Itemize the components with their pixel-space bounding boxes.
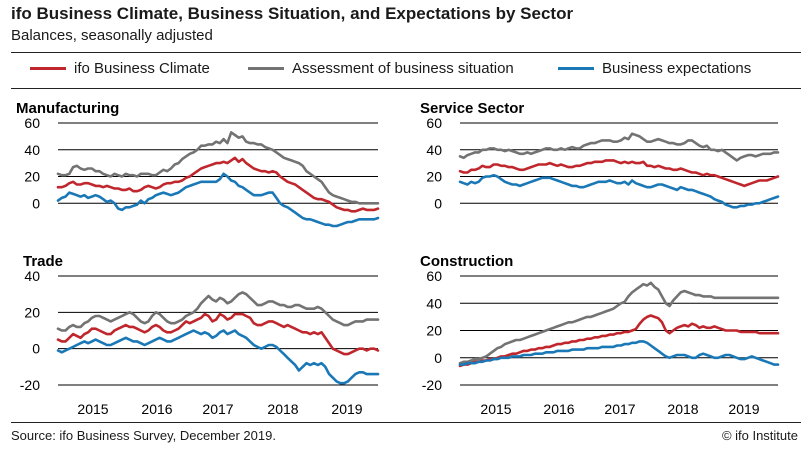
panel-trade: Trade -20 0 20 40 2015 2016 2017 2018 2019 bbox=[20, 253, 380, 417]
legend-item-climate: ifo Business Climate bbox=[30, 60, 210, 77]
legend-item-expectations: Business expectations bbox=[558, 60, 751, 77]
y-tick-label: 60 bbox=[426, 115, 442, 131]
page-subtitle: Balances, seasonally adjusted bbox=[11, 27, 213, 44]
panel-title-trade: Trade bbox=[23, 253, 63, 270]
legend-divider bbox=[11, 88, 801, 89]
series-line-business-expectations bbox=[458, 173, 780, 209]
legend: ifo Business Climate Assessment of busin… bbox=[30, 60, 800, 82]
series-line-ifo-business-climate bbox=[56, 156, 380, 213]
y-tick-label: 60 bbox=[24, 115, 40, 131]
series-line-business-expectations bbox=[56, 172, 380, 228]
y-tick-label: 20 bbox=[426, 323, 442, 339]
y-tick-label: 20 bbox=[24, 304, 40, 320]
x-tick-label: 2018 bbox=[267, 401, 298, 417]
x-tick-label: 2017 bbox=[202, 401, 233, 417]
panel-service-sector: Service Sector 0 20 40 60 bbox=[420, 100, 780, 211]
series-line-assessment-of-business-situation bbox=[458, 132, 780, 162]
x-tick-label: 2015 bbox=[480, 401, 511, 417]
x-tick-label: 2019 bbox=[728, 401, 759, 417]
y-tick-label: -20 bbox=[422, 377, 442, 393]
legend-swatch-climate bbox=[30, 67, 66, 70]
panel-title-construction: Construction bbox=[420, 253, 513, 270]
legend-label-situation: Assessment of business situation bbox=[292, 60, 514, 77]
legend-label-climate: ifo Business Climate bbox=[74, 60, 210, 77]
legend-swatch-situation bbox=[248, 67, 284, 70]
source-note: Source: ifo Business Survey, December 20… bbox=[11, 428, 276, 443]
legend-swatch-expectations bbox=[558, 67, 594, 70]
y-tick-label: 40 bbox=[426, 295, 442, 311]
panel-title-manufacturing: Manufacturing bbox=[16, 100, 119, 117]
footer-divider bbox=[11, 422, 801, 423]
y-tick-label: 20 bbox=[426, 169, 442, 185]
x-tick-label: 2015 bbox=[77, 401, 108, 417]
y-tick-label: 40 bbox=[24, 268, 40, 284]
panel-title-service-sector: Service Sector bbox=[420, 100, 524, 117]
panel-manufacturing: Manufacturing 0 20 40 60 bbox=[16, 100, 380, 228]
x-tick-label: 2017 bbox=[604, 401, 635, 417]
series-line-business-expectations bbox=[458, 340, 780, 366]
y-tick-label: 40 bbox=[24, 142, 40, 158]
series-line-ifo-business-climate bbox=[56, 312, 380, 356]
y-tick-label: -20 bbox=[20, 377, 40, 393]
y-tick-label: 20 bbox=[24, 169, 40, 185]
legend-label-expectations: Business expectations bbox=[602, 60, 752, 77]
series-line-assessment-of-business-situation bbox=[56, 291, 380, 332]
page-title: ifo Business Climate, Business Situation… bbox=[11, 4, 574, 23]
series-line-ifo-business-climate bbox=[458, 159, 780, 188]
panel-construction: Construction -20 0 20 40 60 2015 2016 2017 2018 20… bbox=[420, 253, 780, 417]
y-tick-label: 0 bbox=[32, 195, 40, 211]
series-line-ifo-business-climate bbox=[458, 314, 780, 368]
x-tick-label: 2016 bbox=[141, 401, 172, 417]
copyright-note: © ifo Institute bbox=[721, 428, 798, 443]
x-tick-label: 2018 bbox=[667, 401, 698, 417]
legend-item-situation: Assessment of business situation bbox=[248, 60, 514, 77]
x-tick-label: 2016 bbox=[543, 401, 574, 417]
y-tick-label: 40 bbox=[426, 142, 442, 158]
x-tick-label: 2019 bbox=[331, 401, 362, 417]
y-tick-label: 0 bbox=[434, 195, 442, 211]
y-tick-label: 0 bbox=[434, 350, 442, 366]
y-tick-label: 60 bbox=[426, 268, 442, 284]
y-tick-label: 0 bbox=[32, 341, 40, 357]
series-line-assessment-of-business-situation bbox=[56, 131, 380, 205]
series-line-business-expectations bbox=[56, 329, 380, 385]
header-divider bbox=[11, 52, 801, 53]
series-line-assessment-of-business-situation bbox=[458, 281, 780, 365]
